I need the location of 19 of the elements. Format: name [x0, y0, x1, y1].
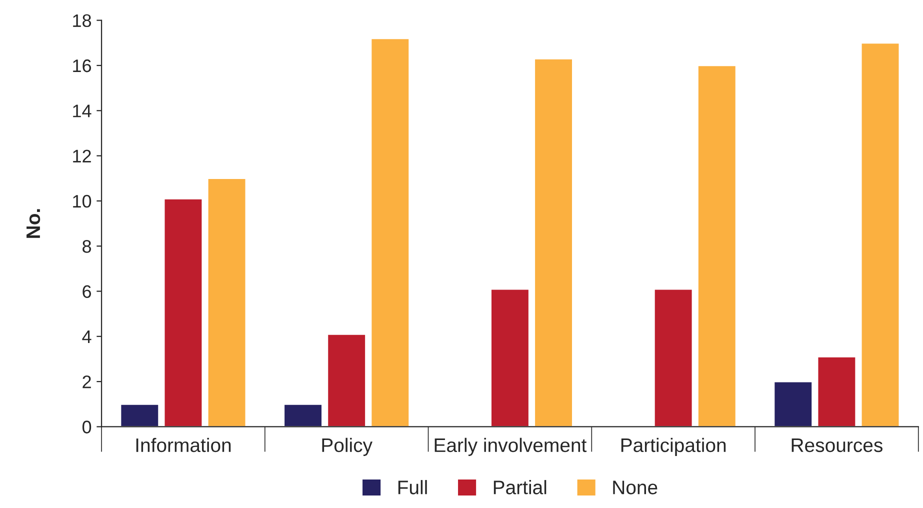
- y-tick-label: 10: [73, 194, 92, 208]
- y-tick-label: 12: [73, 150, 91, 162]
- legend-label: Partial: [494, 480, 546, 494]
- y-tick-label: 18: [73, 14, 92, 28]
- y-tick-label: 0: [82, 420, 92, 434]
- x-tick-label: Information: [136, 438, 231, 452]
- x-tick-label: Resources: [792, 438, 882, 452]
- x-tick-label: Participation: [621, 438, 726, 456]
- x-tick-label: Policy: [322, 438, 372, 456]
- y-tick-label: 6: [82, 285, 92, 298]
- legend-label: None: [613, 480, 658, 494]
- y-tick-label: 4: [82, 330, 92, 343]
- y-tick-label: 8: [82, 240, 92, 253]
- y-tick-label: 2: [82, 376, 91, 388]
- x-tick-label: Early involvement: [434, 438, 587, 456]
- y-tick-label: 14: [73, 104, 92, 118]
- legend-label: Full: [398, 480, 427, 494]
- y-tick-label: 16: [73, 59, 92, 72]
- y-axis-title: No.: [26, 209, 40, 238]
